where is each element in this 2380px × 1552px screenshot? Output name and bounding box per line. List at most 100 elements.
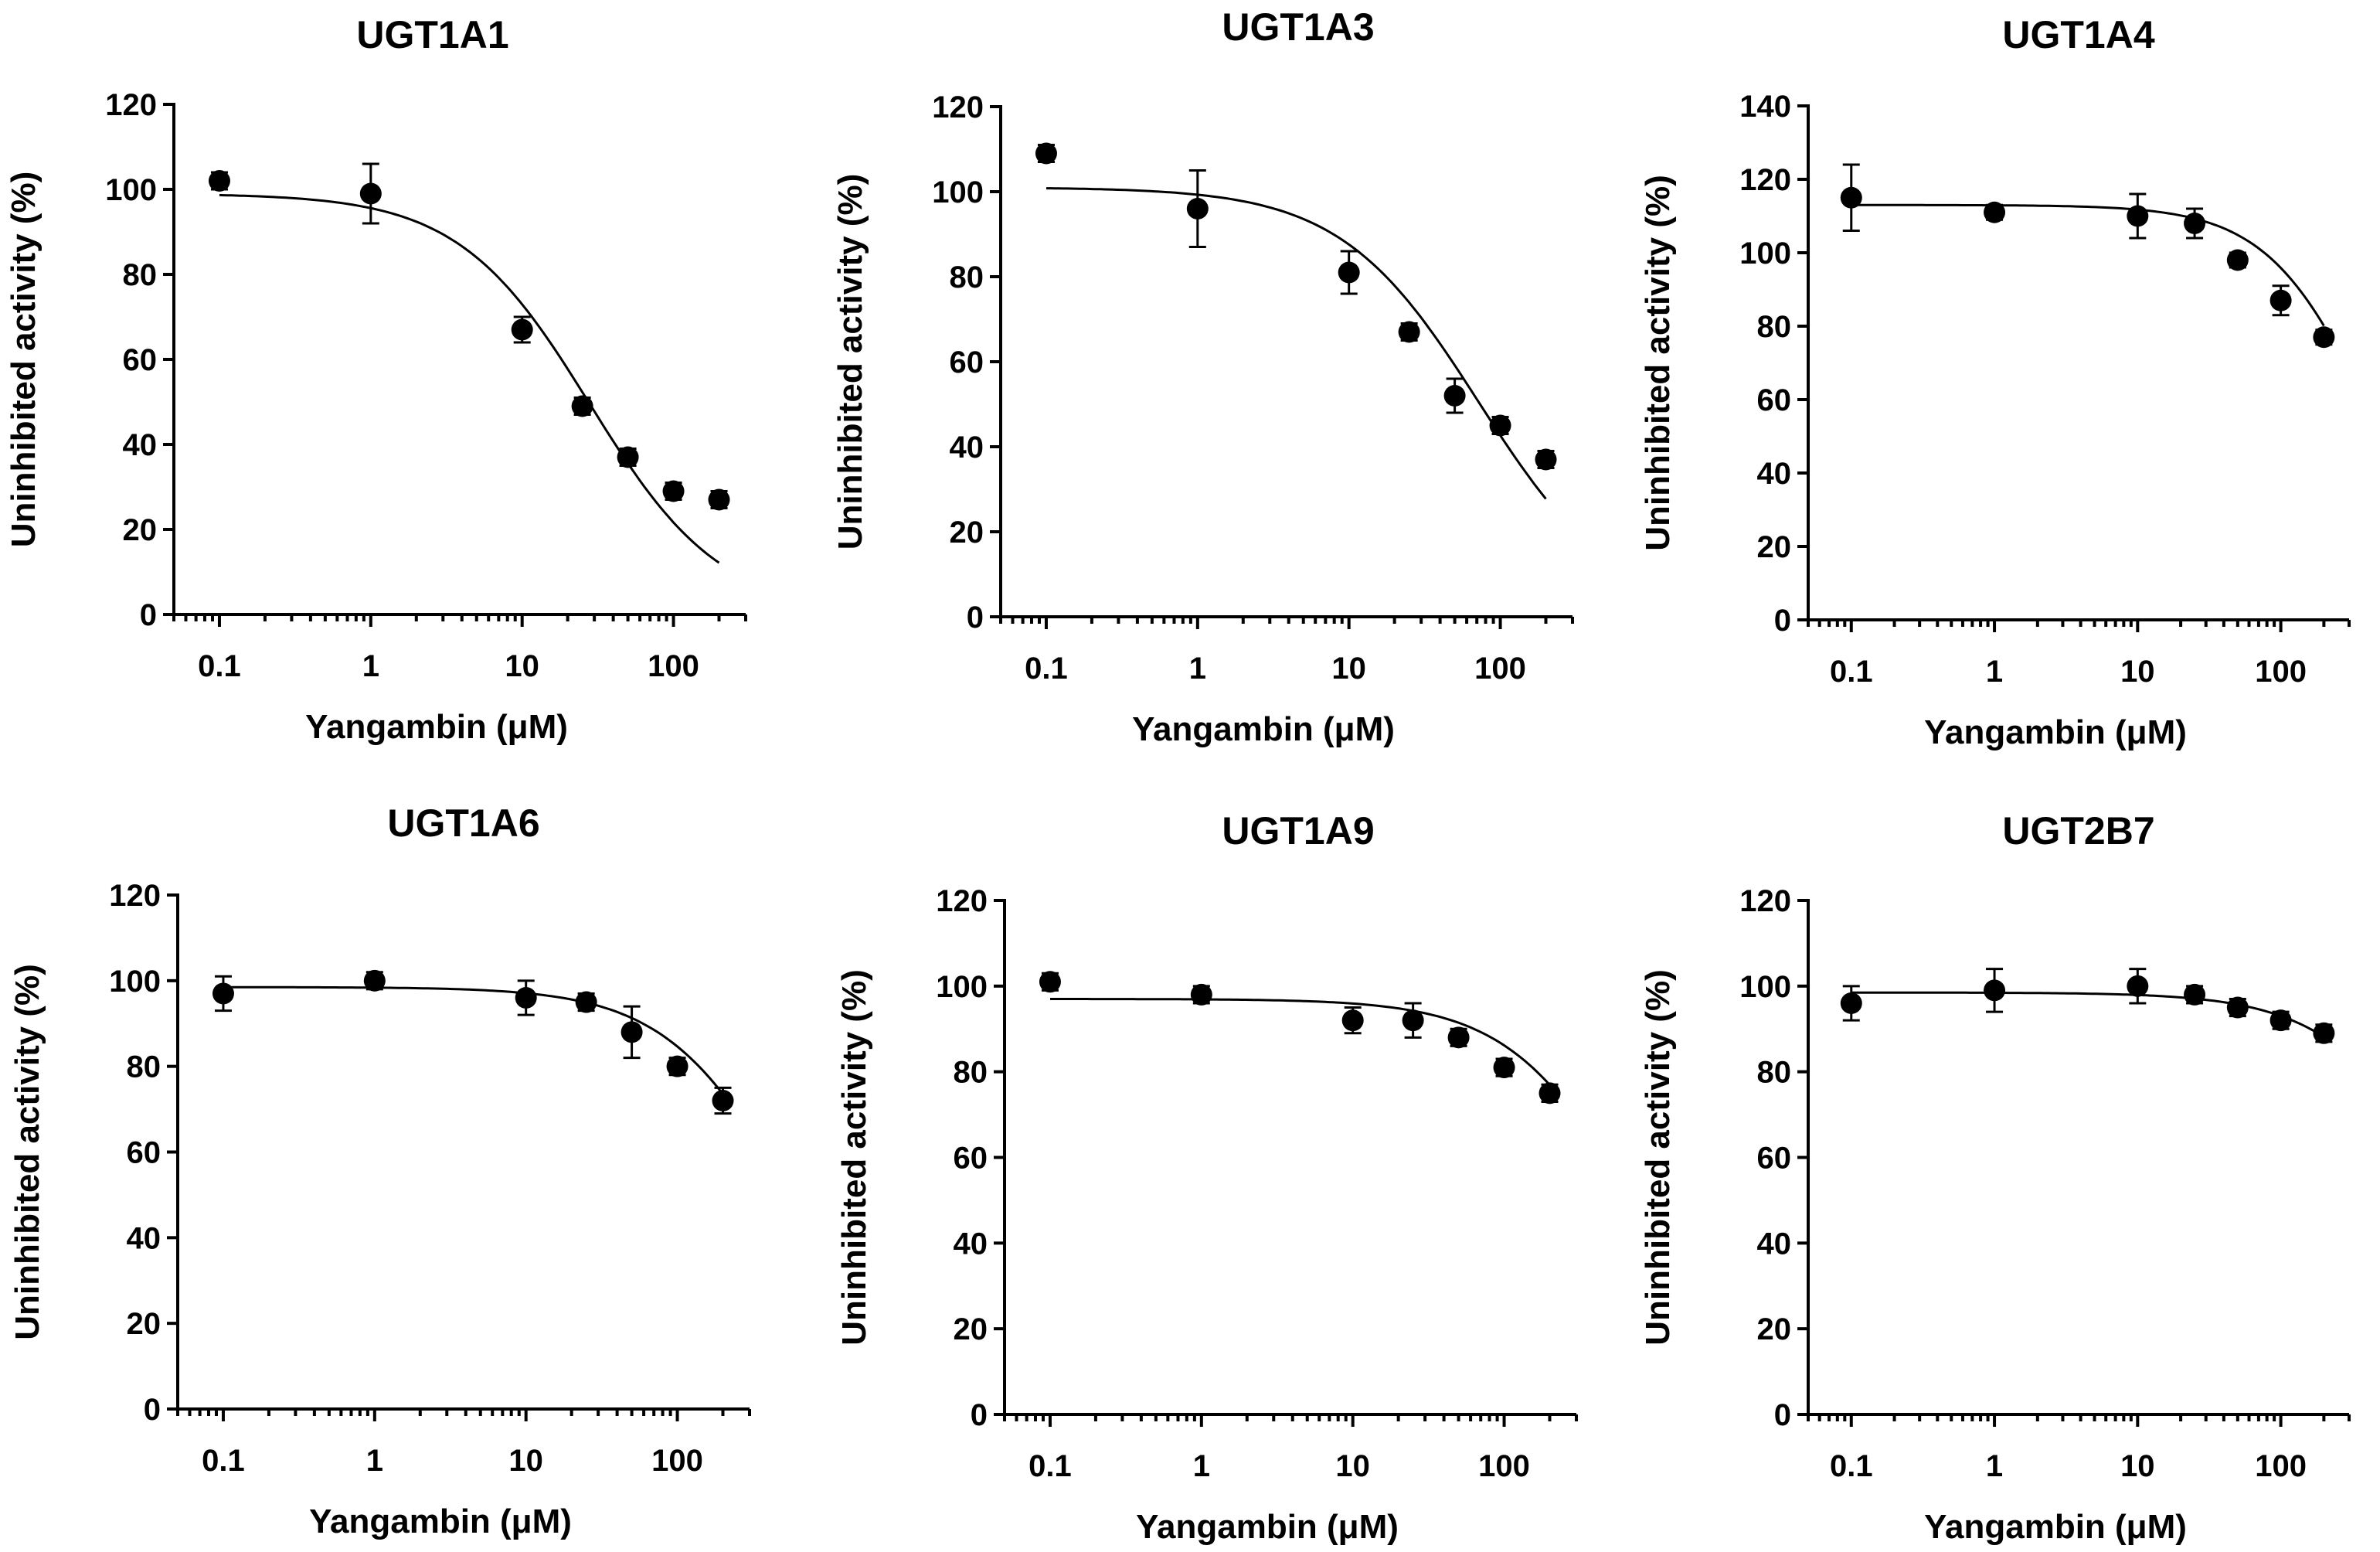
x-tick-label: 1: [366, 1444, 383, 1478]
y-tick-label: 100: [1739, 237, 1791, 271]
panel-ugt1a3: UGT1A3 0 20 40 60 80 100 120 0.1 1 10 100 Yangambin …: [831, 5, 1574, 748]
y-tick-label: 100: [1739, 970, 1791, 1004]
y-tick-label: 120: [936, 884, 988, 918]
y-tick-label: 100: [109, 965, 161, 999]
y-tick-label: 60: [1757, 383, 1792, 417]
x-tick-label: 10: [2120, 655, 2155, 689]
data-point: [1489, 414, 1511, 437]
data-point: [571, 395, 593, 417]
y-tick-label: 40: [1757, 1227, 1792, 1261]
panel-title: UGT1A3: [1222, 5, 1374, 49]
panel-title: UGT2B7: [2002, 809, 2154, 853]
y-tick-label: 20: [1757, 1312, 1792, 1346]
data-point: [2184, 983, 2206, 1006]
fit-curve: [223, 985, 724, 1095]
y-axis-label: Uninhibited activity (%): [831, 174, 869, 550]
y-tick-label: 40: [1757, 457, 1792, 491]
y-tick-label: 60: [950, 345, 984, 379]
y-tick-label: 80: [127, 1050, 162, 1084]
data-point: [1493, 1057, 1515, 1079]
x-tick-label: 1: [1193, 1449, 1210, 1483]
y-tick-label: 80: [954, 1056, 988, 1090]
x-tick-label: 100: [2255, 655, 2307, 689]
data-point: [2313, 326, 2335, 349]
data-point: [1447, 1026, 1470, 1049]
data-point: [2226, 996, 2249, 1019]
x-tick-label: 100: [1478, 1449, 1530, 1483]
y-tick-label: 100: [932, 175, 984, 209]
x-axis-label: Yangambin (μM): [309, 1503, 572, 1540]
y-tick-label: 20: [954, 1312, 988, 1346]
fit-curve: [1050, 998, 1551, 1086]
x-tick-label: 10: [508, 1444, 543, 1478]
data-point: [662, 480, 685, 502]
x-axis-label: Yangambin (μM): [305, 708, 568, 746]
y-tick-label: 0: [971, 1398, 988, 1432]
x-tick-label: 0.1: [1028, 1449, 1072, 1483]
panel-ugt1a6: UGT1A6 0 20 40 60 80 100 120 0.1 1 10 100 Yangambin …: [8, 802, 751, 1540]
panel-ugt1a4: UGT1A4 0 20 40 60 80 100 120 140 0.1 1 10 100 Yangamb…: [1639, 13, 2351, 751]
x-axis-label: Yangambin (μM): [1924, 1508, 2187, 1546]
y-tick-label: 80: [123, 258, 158, 292]
data-point: [363, 969, 386, 992]
x-tick-label: 0.1: [1830, 655, 1873, 689]
fit-curve: [1851, 203, 2325, 327]
y-tick-label: 60: [1757, 1142, 1792, 1176]
x-tick-label: 10: [1335, 1449, 1370, 1483]
y-tick-label: 120: [932, 90, 984, 124]
data-point: [1840, 186, 1862, 209]
y-tick-label: 120: [105, 88, 157, 122]
panel-title: UGT1A4: [2002, 13, 2154, 56]
y-tick-label: 40: [127, 1221, 162, 1255]
x-tick-label: 1: [362, 649, 379, 683]
x-tick-label: 0.1: [1025, 652, 1068, 686]
data-point: [1035, 142, 1057, 165]
data-point: [1402, 1009, 1424, 1032]
x-axis-label: Yangambin (μM): [1924, 713, 2187, 751]
data-point: [1840, 992, 1862, 1014]
x-tick-label: 0.1: [202, 1444, 245, 1478]
y-tick-label: 20: [123, 513, 158, 547]
y-tick-label: 100: [105, 173, 157, 207]
data-point: [666, 1055, 688, 1077]
fit-curve: [219, 193, 720, 564]
data-point: [708, 488, 730, 511]
y-tick-label: 120: [109, 879, 161, 913]
y-tick-label: 20: [127, 1307, 162, 1341]
panel-ugt2b7: UGT2B7 0 20 40 60 80 100 120 0.1 1 10 100 Yangambin …: [1639, 809, 2351, 1546]
y-tick-label: 20: [950, 516, 984, 550]
x-tick-label: 1: [1189, 652, 1206, 686]
y-axis-label: Uninhibited activity (%): [1639, 969, 1677, 1345]
data-point: [515, 987, 537, 1009]
data-point: [1039, 971, 1061, 993]
data-point: [620, 1021, 643, 1043]
x-axis-label: Yangambin (μM): [1132, 710, 1395, 748]
y-tick-label: 60: [127, 1136, 162, 1170]
y-tick-label: 80: [1757, 310, 1792, 344]
data-point: [1186, 198, 1209, 220]
data-point: [2226, 249, 2249, 271]
data-point: [1443, 385, 1466, 407]
y-tick-label: 120: [1739, 884, 1791, 918]
data-point: [1984, 201, 2006, 223]
y-axis-label: Uninhibited activity (%): [8, 964, 46, 1339]
data-point: [359, 182, 382, 205]
y-tick-label: 80: [950, 260, 984, 294]
y-axis-label: Uninhibited activity (%): [5, 172, 42, 547]
y-tick-label: 0: [144, 1393, 161, 1427]
y-tick-label: 60: [954, 1142, 988, 1176]
data-point: [1984, 979, 2006, 1002]
y-tick-label: 120: [1739, 163, 1791, 197]
y-tick-label: 0: [1774, 1398, 1791, 1432]
panel-title: UGT1A6: [387, 802, 539, 845]
x-tick-label: 0.1: [1830, 1449, 1873, 1483]
x-tick-label: 100: [1474, 652, 1526, 686]
y-tick-label: 40: [123, 428, 158, 462]
y-tick-label: 20: [1757, 530, 1792, 564]
data-point: [2127, 205, 2149, 227]
data-point: [1398, 321, 1420, 343]
x-tick-label: 10: [505, 649, 539, 683]
panel-ugt1a9: UGT1A9 0 20 40 60 80 100 120 0.1 1 10 100 Yangambin …: [835, 809, 1578, 1546]
x-axis-label: Yangambin (μM): [1136, 1508, 1399, 1546]
